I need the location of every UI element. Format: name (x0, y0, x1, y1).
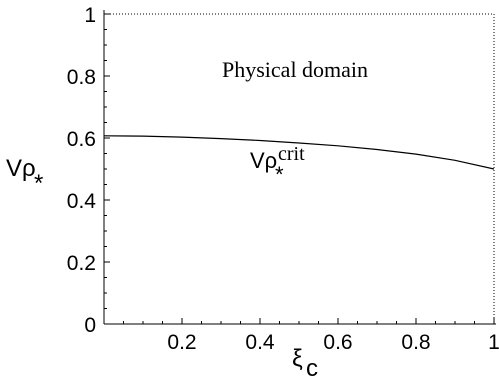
curve-label-sup: crit (278, 143, 305, 165)
x-tick-label: 1 (488, 331, 499, 354)
y-axis-label: Vρ * (6, 155, 43, 197)
y-ticks: 0 0.2 0.4 0.6 0.8 1 (67, 4, 110, 337)
y-tick-label: 1 (84, 4, 96, 27)
x-axis-label-main: ξ (292, 345, 303, 372)
y-tick-label: 0.6 (67, 128, 96, 151)
x-ticks: 0.2 0.4 0.6 0.8 1 (103, 318, 499, 354)
x-axis-label: ξ c (292, 345, 318, 382)
curve-label-sub: * (275, 162, 284, 187)
y-tick-label: 0.4 (67, 190, 97, 213)
x-axis-label-sub: c (306, 355, 318, 382)
x-tick-label: 0.2 (167, 331, 196, 354)
y-tick-label: 0.8 (67, 66, 96, 89)
y-tick-label: 0 (84, 314, 96, 337)
svg-text:Vρ: Vρ (250, 148, 277, 173)
x-tick-label: 0.8 (401, 331, 430, 354)
region-annotation: Physical domain (222, 57, 368, 82)
x-tick-label: 0.6 (323, 331, 352, 354)
series-group (103, 135, 495, 170)
curve-label: Vρ * crit (250, 143, 305, 187)
y-axis-label-main: Vρ (6, 155, 36, 182)
y-axis-label-sub: * (34, 170, 43, 197)
x-tick-label: 0.4 (245, 331, 275, 354)
curve-label-main: Vρ (250, 148, 277, 173)
series-line-crit (103, 135, 495, 170)
y-tick-label: 0.2 (67, 252, 96, 275)
